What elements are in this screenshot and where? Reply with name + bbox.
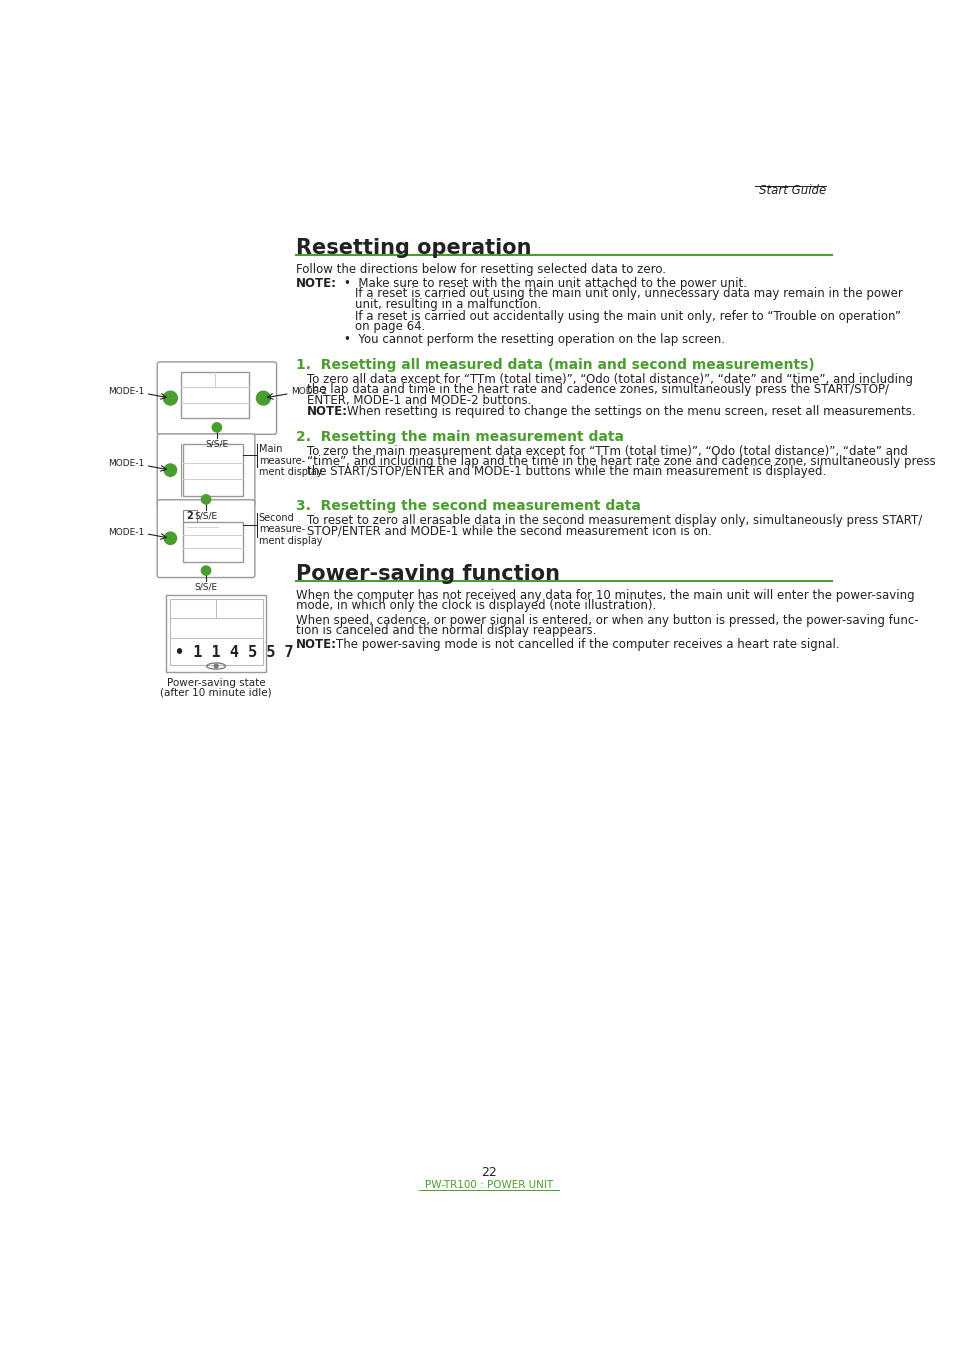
FancyBboxPatch shape	[157, 362, 276, 434]
Text: Second
measure-
ment display: Second measure- ment display	[258, 513, 322, 546]
Text: • 1 1 4 5 5 7: • 1 1 4 5 5 7	[174, 644, 294, 659]
Text: ENTER, MODE-1 and MODE-2 buttons.: ENTER, MODE-1 and MODE-2 buttons.	[307, 393, 531, 407]
Text: (after 10 minute idle): (after 10 minute idle)	[160, 688, 272, 697]
Text: NOTE:: NOTE:	[295, 277, 336, 290]
Text: Follow the directions below for resetting selected data to zero.: Follow the directions below for resettin…	[295, 263, 665, 276]
Bar	[181, 372, 249, 419]
Text: NOTE:: NOTE:	[295, 639, 336, 651]
Text: on page 64.: on page 64.	[355, 320, 425, 332]
Text: the START/STOP/ENTER and MODE-1 buttons while the main measurement is displayed.: the START/STOP/ENTER and MODE-1 buttons …	[307, 466, 825, 478]
Text: The power-saving mode is not cancelled if the computer receives a heart rate sig: The power-saving mode is not cancelled i…	[335, 639, 839, 651]
Text: S/S/E: S/S/E	[194, 512, 217, 520]
Bar	[170, 598, 262, 665]
Text: MODE-2: MODE-2	[291, 388, 327, 396]
Text: 2.  Resetting the main measurement data: 2. Resetting the main measurement data	[295, 430, 623, 444]
Text: mode, in which only the clock is displayed (note illustration).: mode, in which only the clock is display…	[295, 600, 656, 612]
Circle shape	[164, 532, 176, 544]
Text: Power-saving function: Power-saving function	[295, 563, 559, 584]
Text: unit, resulting in a malfunction.: unit, resulting in a malfunction.	[355, 297, 540, 311]
Text: S/S/E: S/S/E	[194, 582, 217, 592]
Text: MODE-1: MODE-1	[108, 388, 144, 396]
Circle shape	[163, 392, 177, 405]
Circle shape	[212, 423, 221, 432]
Text: When speed, cadence, or power signal is entered, or when any button is pressed, : When speed, cadence, or power signal is …	[295, 613, 918, 627]
Text: 22: 22	[480, 1166, 497, 1179]
Text: NOTE:: NOTE:	[307, 405, 348, 419]
Text: S/S/E: S/S/E	[205, 439, 228, 449]
Bar	[183, 509, 196, 521]
Bar	[183, 521, 243, 562]
Text: To zero all data except for “TTm (total time)”, “Odo (total distance)”, “date” a: To zero all data except for “TTm (total …	[307, 373, 912, 386]
Text: MODE-1: MODE-1	[108, 528, 144, 536]
Circle shape	[256, 392, 270, 405]
Text: Main
measure-
ment display: Main measure- ment display	[258, 444, 322, 477]
Text: Resetting operation: Resetting operation	[295, 238, 531, 258]
Text: MODE-1: MODE-1	[108, 459, 144, 469]
Text: When the computer has not received any data for 10 minutes, the main unit will e: When the computer has not received any d…	[295, 589, 914, 603]
Text: “time”, and including the lap and the time in the heart rate zone and cadence zo: “time”, and including the lap and the ti…	[307, 455, 935, 467]
Text: To reset to zero all erasable data in the second measurement display only, simul: To reset to zero all erasable data in th…	[307, 513, 922, 527]
Text: 3.  Resetting the second measurement data: 3. Resetting the second measurement data	[295, 499, 640, 513]
FancyBboxPatch shape	[157, 500, 254, 577]
Text: To zero the main measurement data except for “TTm (total time)”, “Odo (total dis: To zero the main measurement data except…	[307, 444, 906, 458]
Text: Power-saving state: Power-saving state	[167, 678, 265, 689]
Circle shape	[164, 463, 176, 477]
Circle shape	[201, 566, 211, 576]
FancyBboxPatch shape	[157, 434, 254, 507]
Text: PW-TR100 : POWER UNIT: PW-TR100 : POWER UNIT	[424, 1181, 553, 1190]
Text: •  Make sure to reset with the main unit attached to the power unit.: • Make sure to reset with the main unit …	[344, 277, 746, 290]
Text: 1.  Resetting all measured data (main and second measurements): 1. Resetting all measured data (main and…	[295, 358, 814, 372]
Text: STOP/ENTER and MODE-1 while the second measurement icon is on.: STOP/ENTER and MODE-1 while the second m…	[307, 524, 711, 536]
Circle shape	[201, 494, 211, 504]
Text: the lap data and time in the heart rate and cadence zones, simultaneously press : the lap data and time in the heart rate …	[307, 384, 888, 396]
Text: Start Guide: Start Guide	[758, 184, 825, 197]
Circle shape	[214, 665, 218, 667]
Bar	[166, 596, 266, 673]
Text: •  You cannot perform the resetting operation on the lap screen.: • You cannot perform the resetting opera…	[344, 334, 724, 346]
Text: tion is canceled and the normal display reappears.: tion is canceled and the normal display …	[295, 624, 596, 638]
Text: 2: 2	[186, 511, 193, 521]
Text: If a reset is carried out accidentally using the main unit only, refer to “Troub: If a reset is carried out accidentally u…	[355, 309, 900, 323]
Bar	[183, 444, 243, 496]
Text: If a reset is carried out using the main unit only, unnecessary data may remain : If a reset is carried out using the main…	[355, 288, 902, 300]
Text: When resetting is required to change the settings on the menu screen, reset all : When resetting is required to change the…	[347, 405, 915, 419]
